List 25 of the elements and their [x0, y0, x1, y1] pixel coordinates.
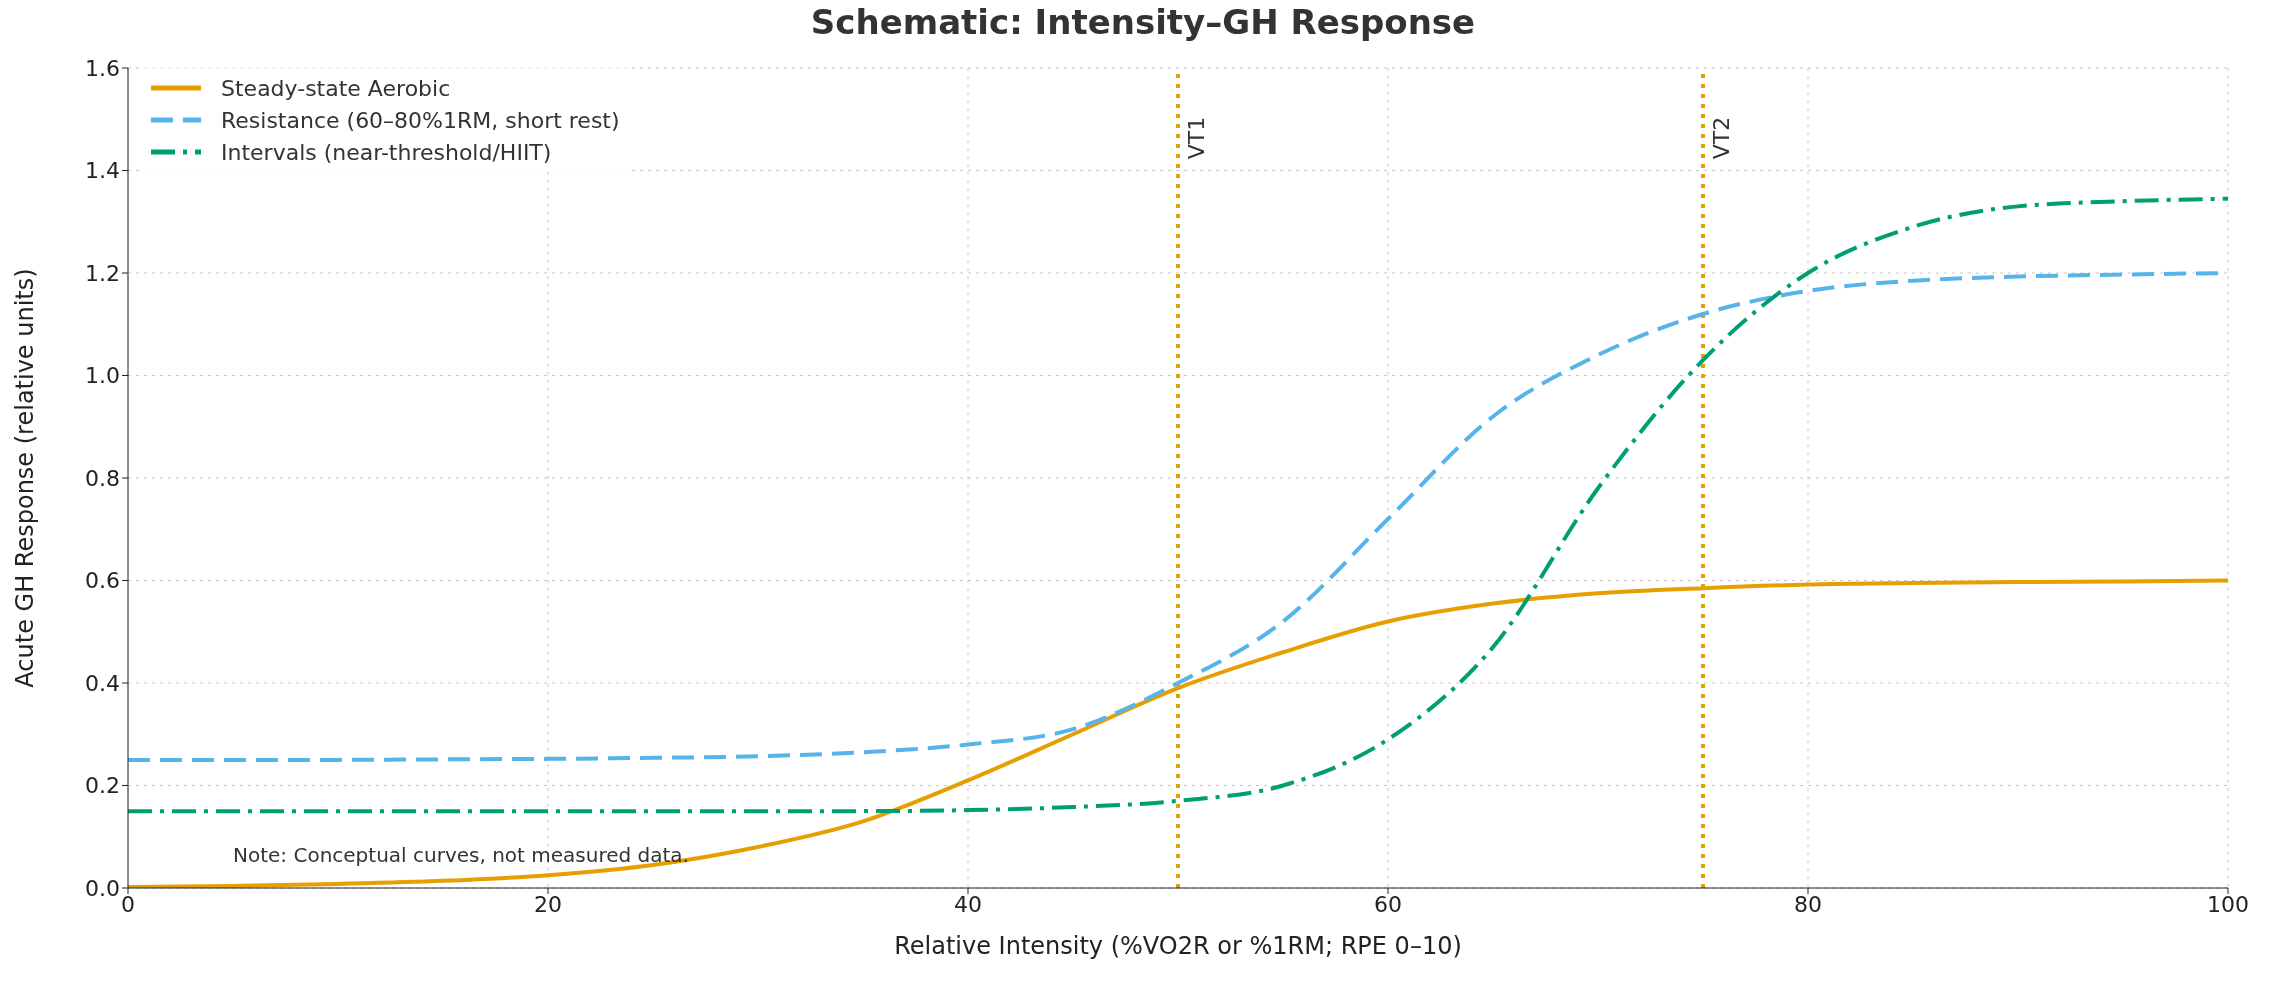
x-tick-label: 20	[534, 891, 562, 917]
y-tick-label: 1.4	[85, 158, 120, 184]
y-tick-label: 0.0	[85, 875, 120, 901]
y-tick-label: 1.2	[85, 260, 120, 286]
y-tick-label: 0.4	[85, 670, 120, 696]
ref-line-label: VT2	[1709, 116, 1734, 160]
legend-label: Intervals (near-threshold/HIIT)	[221, 139, 552, 165]
chart-title: Schematic: Intensity–GH Response	[809, 2, 1477, 42]
ref-line-label: VT1	[1184, 116, 1209, 160]
x-tick-label: 0	[121, 891, 135, 917]
y-tick-label: 0.2	[85, 773, 120, 799]
annotation: Note: Conceptual curves, not measured data.	[233, 843, 689, 867]
y-tick-label: 1.0	[85, 363, 120, 389]
y-tick-label: 0.6	[85, 568, 120, 594]
x-tick-label: 40	[954, 891, 982, 917]
x-axis-title: Relative Intensity (%VO2R or %1RM; RPE 0–10)	[894, 932, 1462, 960]
x-tick-label: 80	[1794, 891, 1822, 917]
x-tick-label: 60	[1374, 891, 1402, 917]
y-tick-label: 1.6	[85, 55, 120, 81]
legend-label: Steady-state Aerobic	[221, 75, 451, 101]
line-series	[128, 196, 2228, 814]
legend-label: Resistance (60–80%1RM, short rest)	[221, 107, 620, 133]
x-tick-label: 100	[2207, 891, 2249, 917]
y-tick-label: 0.8	[85, 465, 120, 491]
y-axis-title: Acute GH Response (relative units)	[10, 268, 39, 688]
